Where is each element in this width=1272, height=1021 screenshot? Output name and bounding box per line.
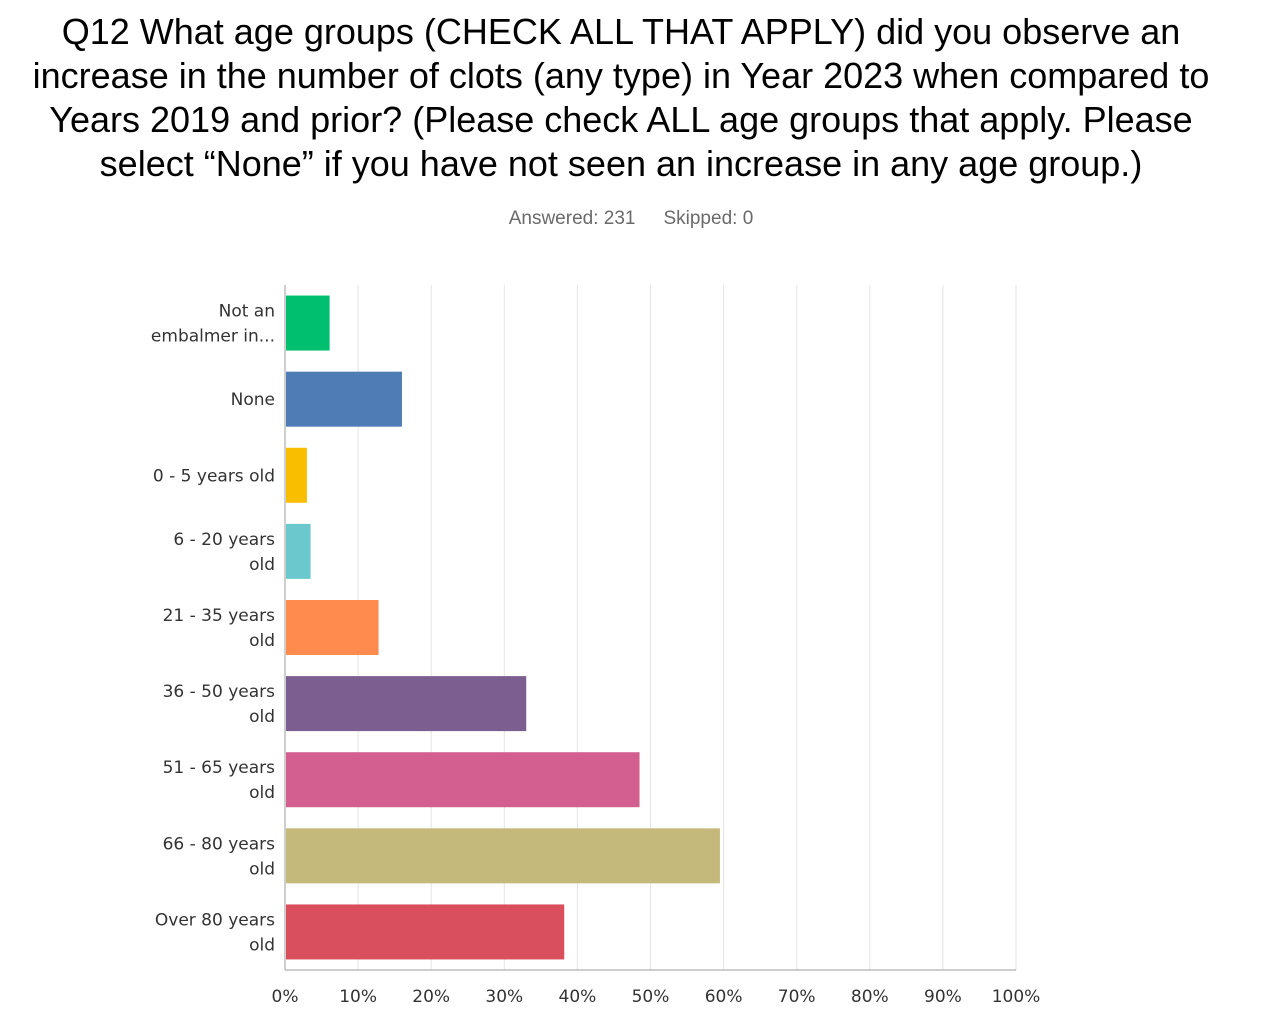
category-label: 66 - 80 years old: [163, 834, 276, 879]
x-tick-label: 10%: [339, 987, 377, 1007]
bar: [286, 600, 379, 655]
title-line: Years 2019 and prior? (Please check ALL …: [49, 99, 1193, 140]
category-label: 21 - 35 years old: [163, 606, 276, 651]
bar: [286, 752, 640, 808]
bar: [286, 447, 307, 503]
bar: [286, 295, 330, 351]
x-tick-label: 90%: [924, 987, 962, 1007]
x-tick-label: 20%: [412, 987, 450, 1007]
category-label: Not an embalmer in...: [151, 302, 275, 347]
x-tick-labels: 0% 10% 20% 30% 40% 50% 60% 70% 80% 90% 100%: [272, 987, 1041, 1007]
bar: [286, 371, 402, 427]
question-title: Q12 What age groups (CHECK ALL THAT APPL…: [0, 10, 1242, 186]
x-tick-label: 100%: [992, 987, 1041, 1007]
bar: [286, 676, 527, 732]
x-tick-label: 0%: [272, 987, 299, 1007]
category-label: 36 - 50 years old: [163, 682, 276, 727]
x-tick-label: 70%: [778, 987, 816, 1007]
x-tick-label: 80%: [851, 987, 889, 1007]
x-tick-label: 40%: [559, 987, 597, 1007]
response-stats: Answered: 231 Skipped: 0: [0, 208, 1262, 230]
axes: [284, 285, 1016, 971]
title-line: increase in the number of clots (any typ…: [32, 55, 1210, 96]
x-tick-label: 30%: [485, 987, 523, 1007]
category-label: 0 - 5 years old: [153, 466, 275, 486]
bar: [286, 828, 720, 884]
bar: [286, 904, 565, 960]
title-line: select “None” if you have not seen an in…: [99, 143, 1143, 184]
category-label: 51 - 65 years old: [163, 758, 276, 803]
x-tick-label: 60%: [705, 987, 743, 1007]
bar: [286, 523, 311, 579]
skipped-count: Skipped: 0: [663, 208, 754, 229]
bars: [286, 295, 720, 960]
category-label: 6 - 20 years old: [173, 530, 275, 575]
title-line: Q12 What age groups (CHECK ALL THAT APPL…: [61, 11, 1181, 52]
category-label: None: [231, 390, 275, 410]
category-labels: Not an embalmer in... None 0 - 5 years old 6…: [151, 302, 275, 956]
category-label: Over 80 years old: [155, 910, 275, 955]
answered-count: Answered: 231: [508, 208, 636, 229]
x-tick-label: 50%: [632, 987, 670, 1007]
